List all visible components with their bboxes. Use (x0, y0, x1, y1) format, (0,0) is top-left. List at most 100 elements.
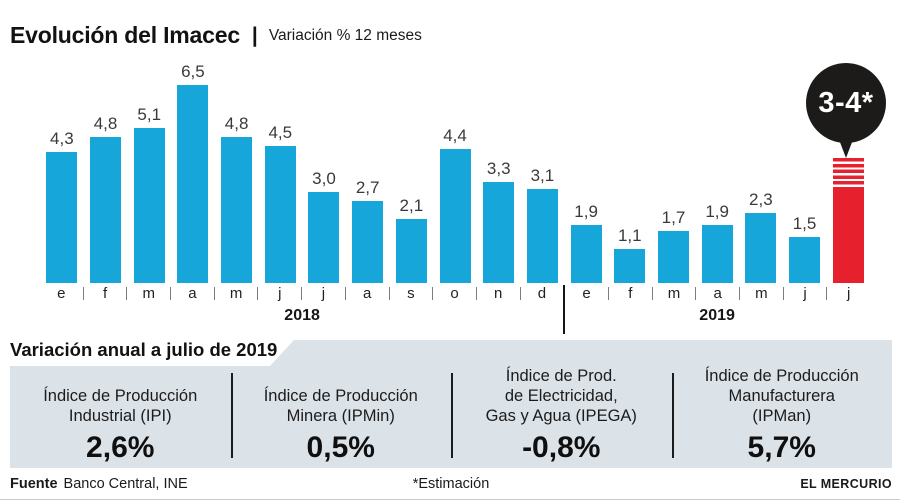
chart-subtitle: Variación % 12 meses (268, 26, 422, 44)
bar-2018-f (90, 136, 122, 283)
estimate-callout-tail (838, 137, 854, 158)
month-label: f (102, 284, 108, 302)
bar-slot: 4,3 (40, 60, 84, 283)
bar-value-label: 4,5 (268, 122, 293, 142)
index-card-value: 5,7% (747, 431, 816, 465)
bar-slot: 2,7 (346, 60, 390, 283)
month-tick (126, 286, 128, 300)
index-card-value: -0,8% (522, 431, 601, 465)
bar-value-label: 3,1 (530, 165, 555, 185)
bar-2018-m (221, 136, 253, 283)
bar-slot: 3,1 (521, 60, 565, 283)
bar-2018-e (46, 151, 78, 283)
month-tick (826, 286, 828, 300)
index-card-title: Índice de Producción Industrial (IPI) (43, 387, 198, 426)
index-card-title: Índice de Prod. de Electricidad, Gas y A… (485, 367, 637, 426)
column-divider (671, 373, 674, 458)
month-label: j (278, 284, 282, 302)
summary-panel-title: Variación anual a julio de 2019 (10, 339, 278, 360)
year-label-2018: 2018 (284, 307, 320, 324)
bar-chart: 4,3 4,8 5,1 6,5 4,8 4,5 3,0 2,7 2,1 4,4 3,3 3,1 1,9 1… (40, 60, 870, 283)
bar-slot: 1,9 (695, 60, 739, 283)
month-tick (739, 286, 740, 300)
bar-value-label: 2,1 (399, 196, 424, 215)
bar-value-label: 1,1 (617, 226, 642, 246)
bar-2018-m (133, 127, 165, 283)
bar-2018-a (177, 84, 209, 283)
bar-value-label: 1,5 (792, 214, 817, 234)
column-divider (451, 373, 453, 458)
month-tick (519, 286, 521, 300)
estimated-solid-part (832, 190, 864, 283)
month-tick (432, 286, 434, 300)
bar-value-label: 1,9 (705, 202, 729, 222)
bar-2019-f (614, 249, 646, 283)
month-label: d (537, 284, 547, 302)
bar-2019-a (701, 225, 733, 283)
bar-2019-m (657, 231, 689, 283)
month-label: a (713, 284, 722, 302)
bar-slot: 3,0 (302, 60, 346, 283)
bar-value-label: 3,0 (312, 168, 336, 188)
bar-value-label: 6,5 (181, 61, 205, 81)
bar-2018-a (352, 200, 384, 283)
month-label: m (229, 284, 243, 302)
month-tick (170, 286, 172, 300)
bar-slot: 4,4 (433, 60, 477, 283)
index-card-value: 2,6% (86, 431, 155, 465)
estimate-callout-bubble: 3-4* (806, 63, 886, 143)
estimated-range-stripes (832, 158, 864, 190)
index-card-ipega: Índice de Prod. de Electricidad, Gas y A… (451, 366, 672, 476)
publisher-credit: EL MERCURIO (800, 477, 892, 491)
bar-value-label: 4,3 (50, 128, 74, 148)
bar-2018-j (264, 145, 296, 283)
month-tick (344, 286, 346, 300)
index-card-ipi: Índice de Producción Industrial (IPI) 2,… (10, 366, 231, 476)
year-axis: 2018 2019 (40, 307, 870, 325)
bar-slot: 5,1 (127, 60, 171, 283)
source-note: Fuente Banco Central, INE (10, 476, 413, 492)
bar-slot: 2,3 (739, 60, 783, 283)
month-label: f (628, 284, 633, 302)
bar-value-label: 4,4 (443, 125, 467, 145)
bar-2018-n (483, 182, 515, 283)
bar-value-label: 1,7 (661, 208, 686, 228)
chart-header: Evolución del Imacec | Variación % 12 me… (10, 22, 422, 49)
bar-estimated-2019-j (832, 158, 864, 283)
bar-2018-s (395, 219, 427, 283)
bar-value-label: 1,9 (574, 202, 598, 222)
bar-2018-j (308, 191, 340, 283)
month-tick (651, 286, 653, 300)
month-label: m (142, 284, 155, 302)
month-label: o (450, 284, 459, 302)
bar-2018-o (439, 148, 471, 283)
month-tick (213, 286, 215, 300)
month-label: m (667, 284, 681, 302)
month-label: n (494, 284, 503, 302)
index-card-value: 0,5% (306, 431, 375, 465)
month-label: j (803, 284, 807, 302)
bar-slot: 3,3 (477, 60, 521, 283)
bar-slot: 1,7 (652, 60, 696, 283)
month-tick (475, 286, 477, 300)
estimation-footnote: *Estimación (412, 476, 490, 492)
bar-slot: 2,1 (390, 60, 434, 283)
column-divider (230, 373, 233, 458)
bar-slot: 1,5 (783, 60, 827, 283)
month-label: a (362, 284, 372, 302)
bar-value-label: 5,1 (137, 104, 162, 124)
title-separator: | (251, 23, 258, 47)
index-card-ipman: Índice de Producción Manufacturera (IPMa… (672, 366, 893, 476)
month-tick (82, 286, 84, 300)
bar-slot: 4,8 (84, 60, 128, 283)
month-tick (257, 286, 259, 300)
month-label: m (755, 284, 768, 302)
bar-2019-e (570, 225, 602, 283)
bar-slot: 6,5 (171, 60, 215, 283)
bar-value-label: 2,7 (355, 177, 380, 197)
year-divider (563, 285, 566, 334)
bar-value-label: 4,8 (93, 113, 118, 133)
index-card-title: Índice de Producción Manufacturera (IPMa… (704, 367, 859, 426)
